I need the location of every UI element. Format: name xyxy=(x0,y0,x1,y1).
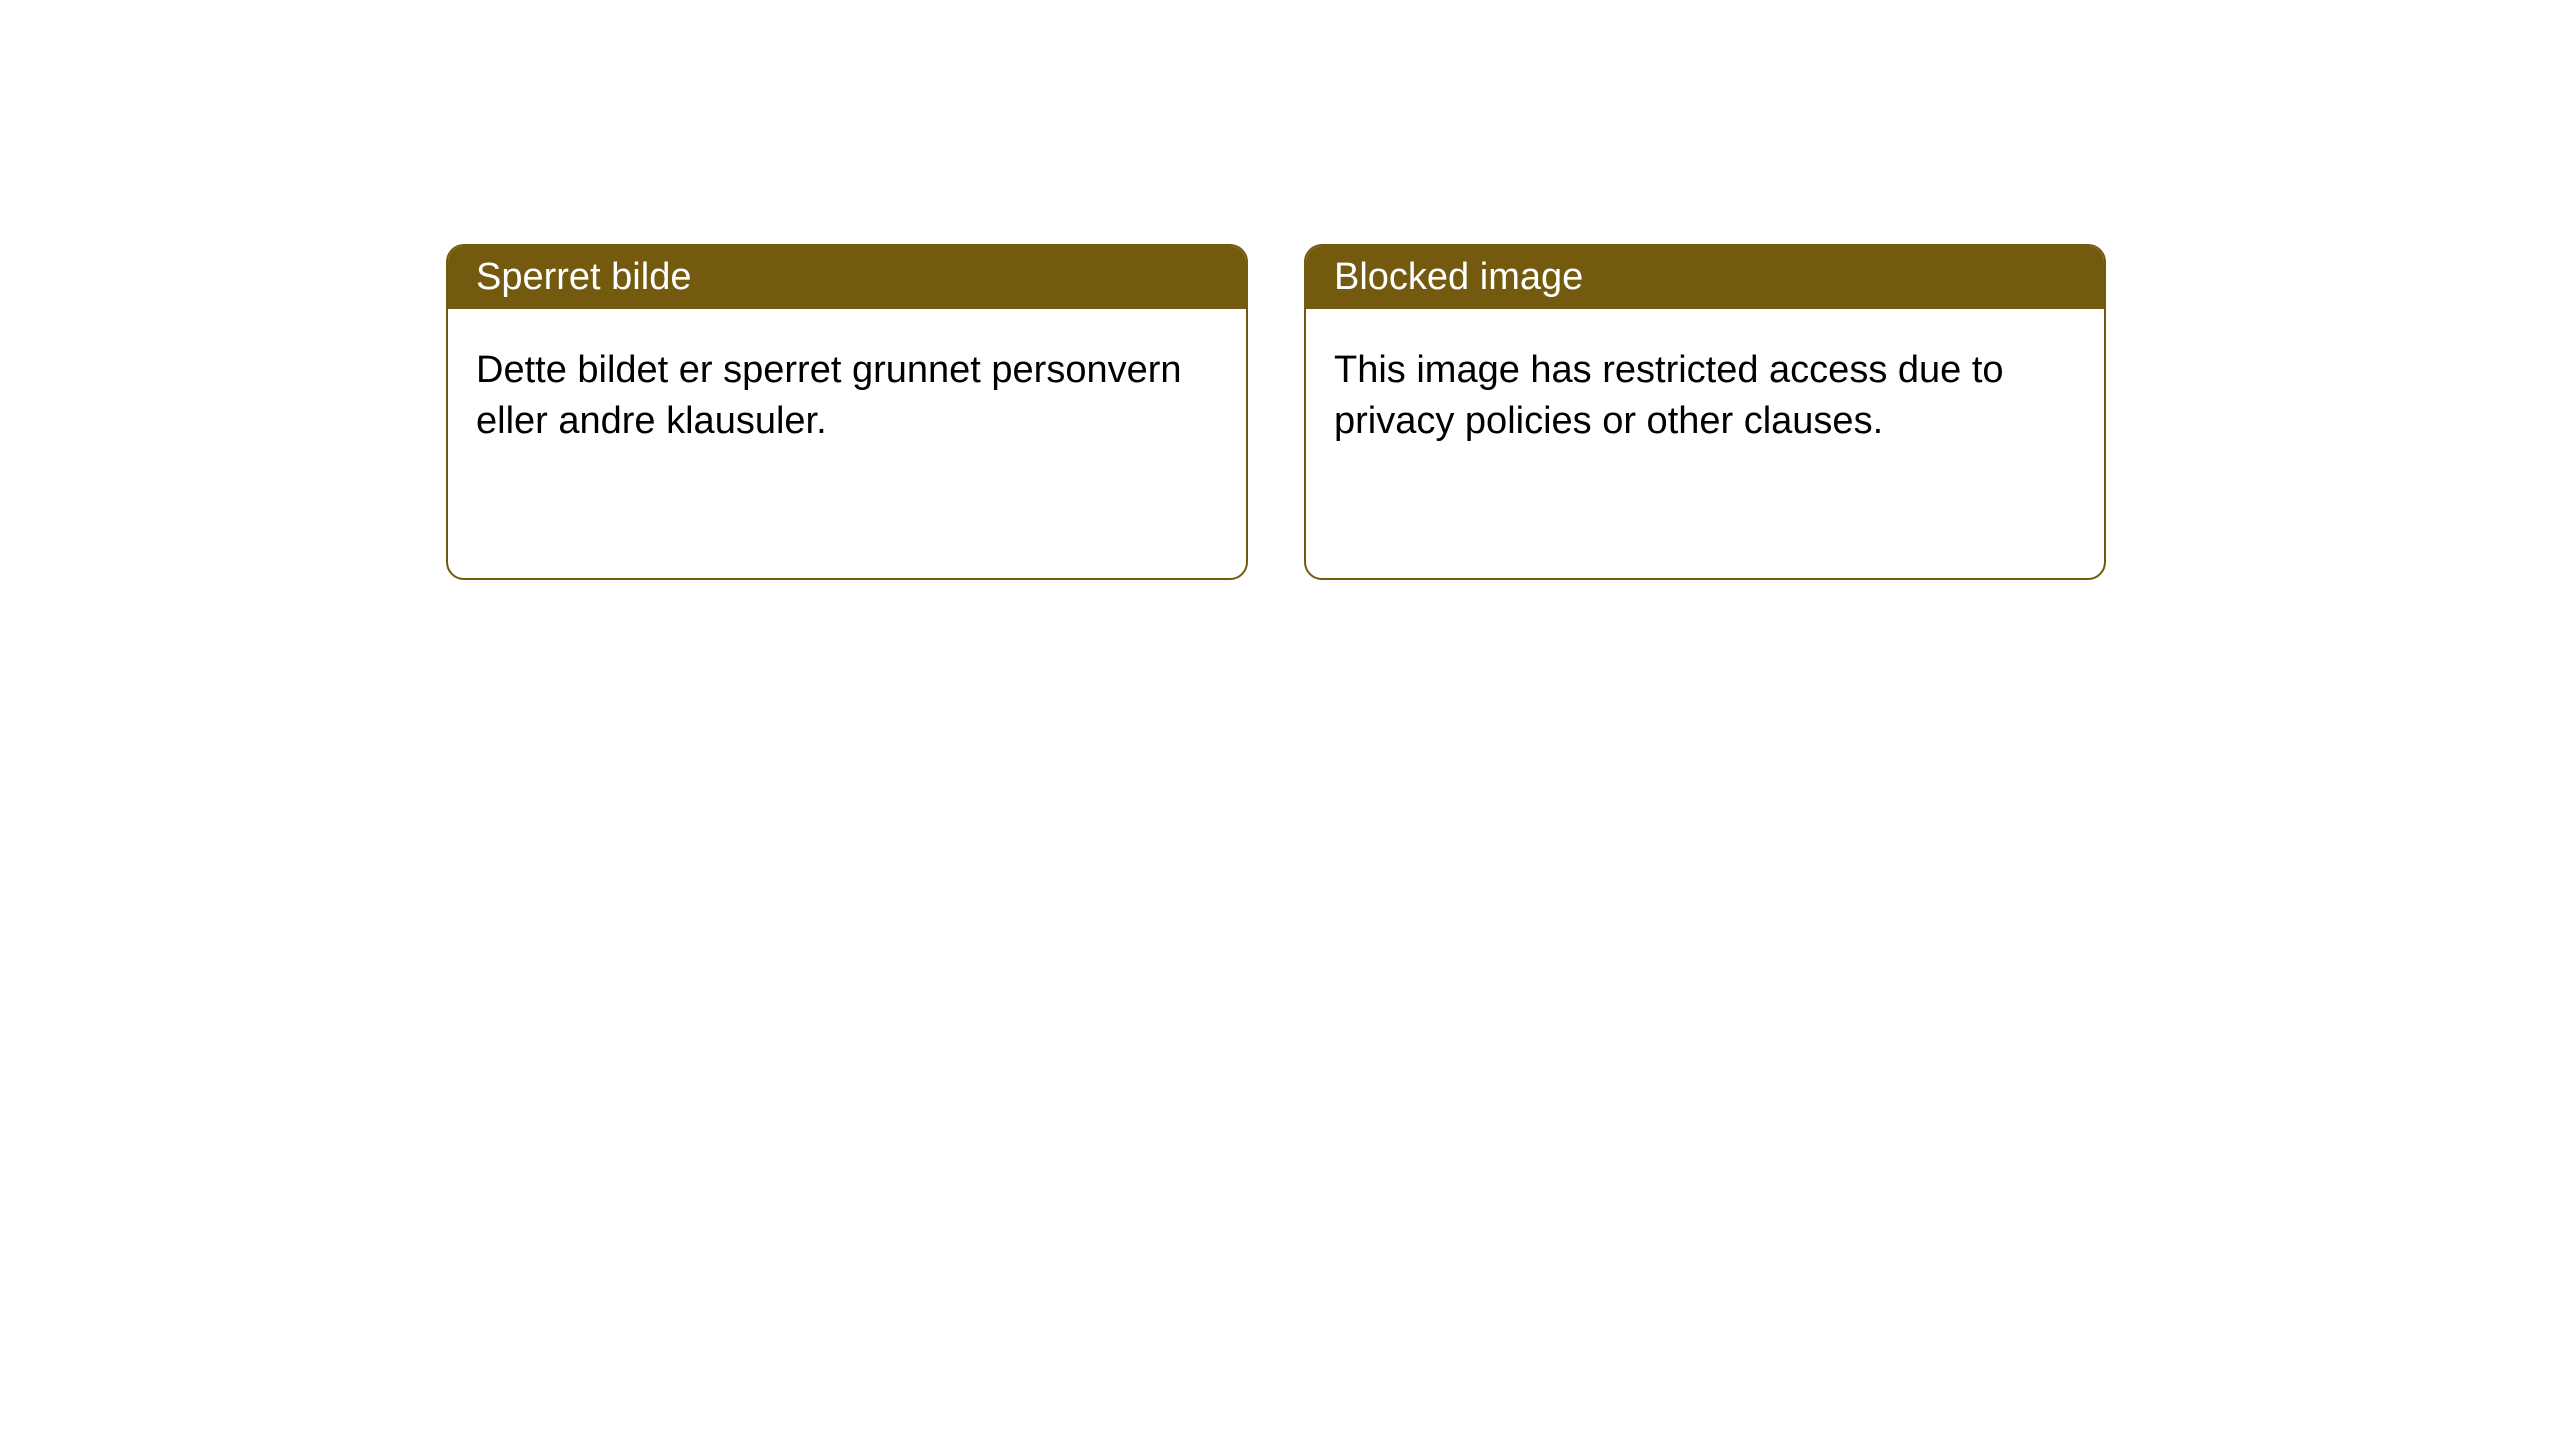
card-title: Blocked image xyxy=(1334,256,1583,298)
card-body: This image has restricted access due to … xyxy=(1306,309,2104,484)
card-header: Sperret bilde xyxy=(448,246,1246,309)
card-english: Blocked image This image has restricted … xyxy=(1304,244,2106,580)
cards-container: Sperret bilde Dette bildet er sperret gr… xyxy=(0,0,2560,580)
card-norwegian: Sperret bilde Dette bildet er sperret gr… xyxy=(446,244,1248,580)
card-body: Dette bildet er sperret grunnet personve… xyxy=(448,309,1246,484)
card-body-text: Dette bildet er sperret grunnet personve… xyxy=(476,349,1182,442)
card-header: Blocked image xyxy=(1306,246,2104,309)
card-body-text: This image has restricted access due to … xyxy=(1334,349,2004,442)
card-title: Sperret bilde xyxy=(476,256,691,298)
